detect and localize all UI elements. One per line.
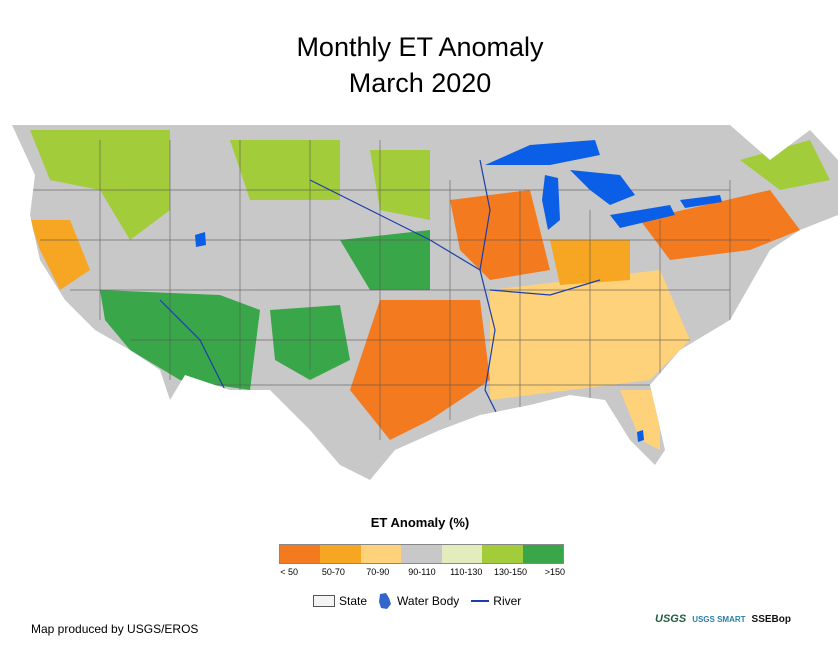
legend-label: 110-130 [450,567,483,577]
legend-swatch-lt50 [280,545,321,563]
legend-swatch-gt150 [522,545,563,563]
legend-label: < 50 [280,567,299,577]
legend-swatch-110-130 [441,545,483,563]
legend-swatch-50-70 [320,545,361,563]
map-credit: Map produced by USGS/EROS [31,622,199,636]
legend-label: 130-150 [494,567,528,577]
water-body-label: Water Body [397,594,460,608]
legend-swatch-90-110 [401,545,442,563]
usgs-logo: USGS [655,613,687,625]
river-label: River [493,594,522,608]
legend-swatch-130-150 [482,545,523,563]
symbol-legend: State Water Body River [313,592,521,610]
legend-label: 90-110 [408,567,436,577]
legend-label: 70-90 [366,567,390,577]
ssebop-logo: SSEBop [751,613,791,625]
map-title: Monthly ET Anomaly [296,32,544,62]
legend-swatches [279,544,564,564]
legend-swatch-70-90 [360,545,402,563]
us-et-anomaly-map [12,125,838,480]
logos: USGS USGS SMART SSEBop [655,613,791,625]
legend-label: 50-70 [321,567,345,577]
state-symbol-icon [313,595,335,607]
state-label: State [339,594,368,608]
legend-label: >150 [544,567,565,577]
smart-logo: USGS SMART [692,614,746,624]
map-subtitle: March 2020 [348,68,492,98]
legend-title: ET Anomaly (%) [370,515,470,530]
water-body-icon [379,593,392,609]
river-line-icon [471,600,490,602]
legend-labels: < 50 50-70 70-90 90-110 110-130 130-150 … [267,567,577,577]
